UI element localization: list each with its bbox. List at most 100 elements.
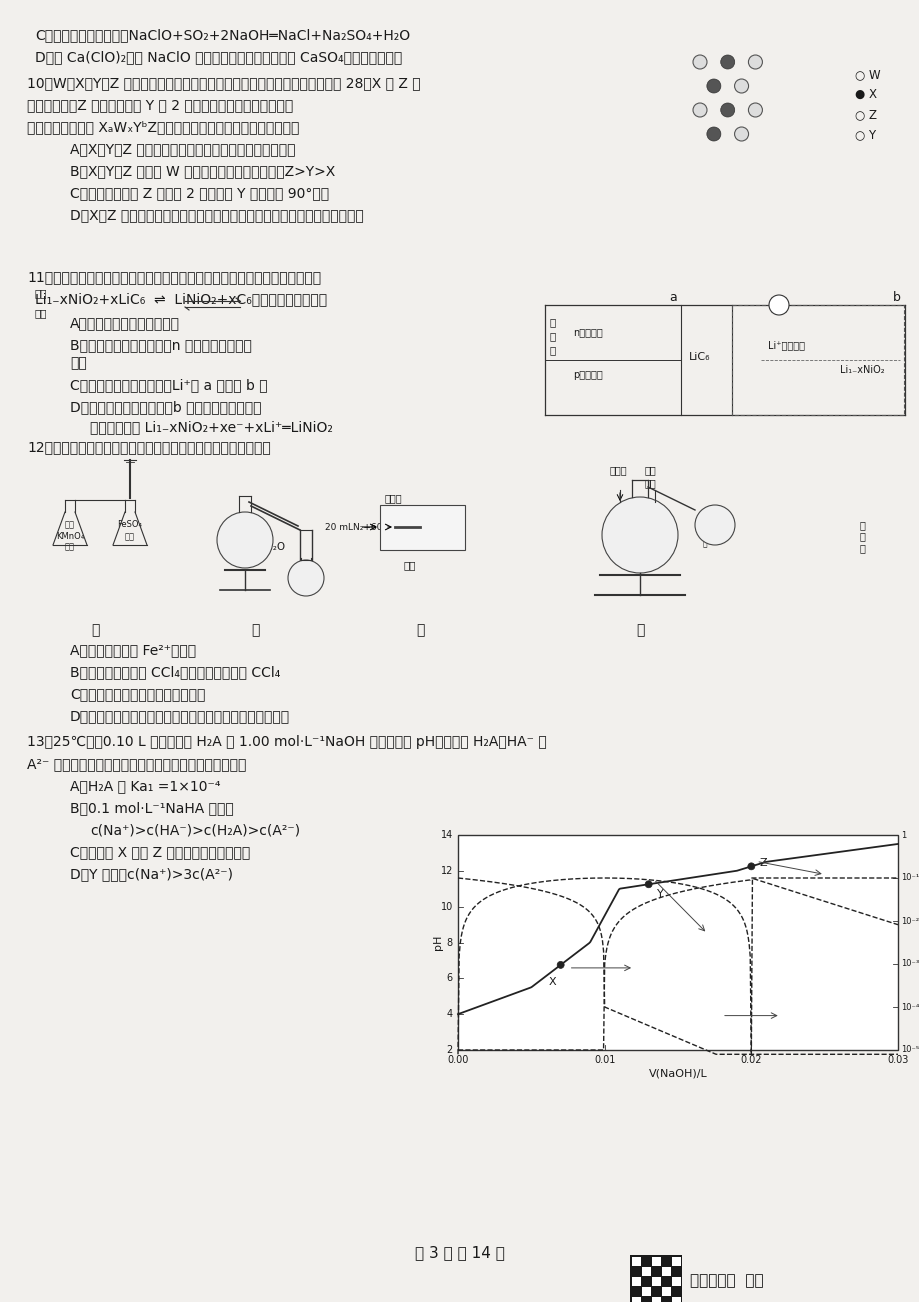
Text: A．X、Y、Z 的最高价氧化物对应的水化物酸性依次减弱: A．X、Y、Z 的最高价氧化物对应的水化物酸性依次减弱 <box>70 142 295 156</box>
Text: ○ W: ○ W <box>854 68 879 81</box>
Bar <box>652 1297 660 1302</box>
Text: 电极反应式为 Li₁₋xNiO₂+xe⁻+xLi⁺═LiNiO₂: 电极反应式为 Li₁₋xNiO₂+xe⁻+xLi⁺═LiNiO₂ <box>90 421 333 434</box>
Text: 0.00: 0.00 <box>447 1055 468 1065</box>
Text: 溶液: 溶液 <box>125 533 135 542</box>
Text: KMnO₄
溶液: KMnO₄ 溶液 <box>56 533 84 552</box>
Bar <box>652 1256 660 1266</box>
Text: 0.01: 0.01 <box>594 1055 615 1065</box>
Text: 干燥的pH试纸: 干燥的pH试纸 <box>422 518 460 527</box>
Text: FeSO₄: FeSO₄ <box>118 519 142 529</box>
Text: 10⁻¹: 10⁻¹ <box>900 874 918 883</box>
Circle shape <box>748 103 762 117</box>
Text: B．用乙装置从碘的 CCl₄溶液中分离并回收 CCl₄: B．用乙装置从碘的 CCl₄溶液中分离并回收 CCl₄ <box>70 665 280 680</box>
Text: LiC₆: LiC₆ <box>688 352 709 362</box>
Text: X: X <box>549 976 556 987</box>
Bar <box>641 1286 651 1295</box>
Text: 12．用下列装置进行实验，仪器选择正确且能达到实验目的的是: 12．用下列装置进行实验，仪器选择正确且能达到实验目的的是 <box>27 440 270 454</box>
Text: D．Y 点时，c(Na⁺)>3c(A²⁻): D．Y 点时，c(Na⁺)>3c(A²⁻) <box>70 867 233 881</box>
Circle shape <box>720 55 734 69</box>
Text: 铁丝绒: 铁丝绒 <box>384 493 403 503</box>
Text: 20 mLN₂+60 mLH₂: 20 mLN₂+60 mLH₂ <box>324 522 409 531</box>
Bar <box>458 835 897 1049</box>
Text: 10．W、X、Y、Z 为原子序数依次增大的短周期主族元素，其原子序数之和为 28，X 与 Z 位: 10．W、X、Y、Z 为原子序数依次增大的短周期主族元素，其原子序数之和为 28… <box>27 76 420 90</box>
Text: 8: 8 <box>447 937 452 948</box>
Circle shape <box>748 55 762 69</box>
Text: 0.03: 0.03 <box>886 1055 908 1065</box>
Bar <box>652 1277 660 1286</box>
Text: 第 3 页 共 14 页: 第 3 页 共 14 页 <box>414 1245 505 1260</box>
Circle shape <box>644 880 652 888</box>
Text: 10: 10 <box>440 902 452 911</box>
Text: 光: 光 <box>550 345 556 355</box>
Text: 10⁻³: 10⁻³ <box>900 960 918 969</box>
Text: 甲: 甲 <box>91 622 99 637</box>
Text: 二维平面功能材料 XₐWₓYᵇZ，其结构如图所示。下列说法正确的是: 二维平面功能材料 XₐWₓYᵇZ，其结构如图所示。下列说法正确的是 <box>27 120 299 134</box>
Circle shape <box>692 55 706 69</box>
Text: 2: 2 <box>447 1046 452 1055</box>
Text: 扫描全能王  创建: 扫描全能王 创建 <box>689 1273 763 1289</box>
Text: 10⁻⁴: 10⁻⁴ <box>900 1003 918 1012</box>
Bar <box>732 305 903 415</box>
Bar <box>641 1267 651 1276</box>
Bar <box>631 1297 641 1302</box>
Text: Li⁺传导介质: Li⁺传导介质 <box>767 340 804 350</box>
Text: D．用 Ca(ClO)₂代替 NaClO 脱硫效果更好，可生成难溶 CaSO₄有利于反应进行: D．用 Ca(ClO)₂代替 NaClO 脱硫效果更好，可生成难溶 CaSO₄有… <box>35 49 402 64</box>
Text: C．该功能材料中 Z 原子与 2 个相邻的 Y 原子形成 90°键角: C．该功能材料中 Z 原子与 2 个相邻的 Y 原子形成 90°键角 <box>70 186 329 201</box>
Circle shape <box>706 128 720 141</box>
Text: A．用甲装置测定 Fe²⁺的浓度: A．用甲装置测定 Fe²⁺的浓度 <box>70 643 196 658</box>
Circle shape <box>557 961 563 969</box>
Text: 正极: 正极 <box>70 355 86 370</box>
Bar <box>671 1256 680 1266</box>
Text: p型半导体: p型半导体 <box>573 370 602 380</box>
Text: Y: Y <box>656 889 663 900</box>
Text: C．反应釜中的总反应：NaClO+SO₂+2NaOH═NaCl+Na₂SO₄+H₂O: C．反应釜中的总反应：NaClO+SO₂+2NaOH═NaCl+Na₂SO₄+H… <box>35 29 410 42</box>
Text: ● X: ● X <box>854 89 876 102</box>
Text: c(Na⁺)>c(HA⁻)>c(H₂A)>c(A²⁻): c(Na⁺)>c(HA⁻)>c(H₂A)>c(A²⁻) <box>90 823 300 837</box>
Text: 混棉花: 混棉花 <box>609 465 627 475</box>
Text: 1: 1 <box>900 831 905 840</box>
Bar <box>631 1277 641 1286</box>
Text: C．溶液在 X 点和 Z 点时水的电离程度不同: C．溶液在 X 点和 Z 点时水的电离程度不同 <box>70 845 250 859</box>
Text: 13．25℃时，0.10 L 某二元弱酸 H₂A 用 1.00 mol·L⁻¹NaOH 溶液调节其 pH，溶液中 H₂A、HA⁻ 及: 13．25℃时，0.10 L 某二元弱酸 H₂A 用 1.00 mol·L⁻¹N… <box>27 736 546 749</box>
Circle shape <box>768 296 789 315</box>
Text: A²⁻ 的物质的量浓度变化如下图所示：下列说法错误的是: A²⁻ 的物质的量浓度变化如下图所示：下列说法错误的是 <box>27 756 246 771</box>
Bar <box>631 1256 641 1266</box>
Text: V(NaOH)/L: V(NaOH)/L <box>648 1068 707 1078</box>
Text: 加热: 加热 <box>403 560 415 570</box>
Text: 6: 6 <box>447 974 452 983</box>
Text: 12: 12 <box>440 866 452 876</box>
Text: 酸性: 酸性 <box>65 519 75 529</box>
Text: B．该锂离子电池充电时，n 型半导体作为电源: B．该锂离子电池充电时，n 型半导体作为电源 <box>70 339 252 352</box>
Text: 丙: 丙 <box>415 622 424 637</box>
Text: 太: 太 <box>550 316 556 327</box>
Text: A．该锂离子电池为二次电池: A．该锂离子电池为二次电池 <box>70 316 180 329</box>
Text: 放电: 放电 <box>35 288 48 298</box>
Text: D．X、Z 的最高价氧化物所含化学键类型相同，且化学键之间的键角也相等: D．X、Z 的最高价氧化物所含化学键类型相同，且化学键之间的键角也相等 <box>70 208 363 223</box>
Bar <box>380 505 464 549</box>
Text: ○ Z: ○ Z <box>854 108 876 121</box>
Text: H₂O: H₂O <box>265 542 285 552</box>
Text: n型半导体: n型半导体 <box>573 327 602 337</box>
Text: pH: pH <box>433 935 443 949</box>
Text: 4: 4 <box>447 1009 452 1019</box>
Bar <box>671 1277 680 1286</box>
Text: Li₁₋xNiO₂+xLiC₆  ⇌  LiNiO₂+xC₆。下列说法错误的是: Li₁₋xNiO₂+xLiC₆ ⇌ LiNiO₂+xC₆。下列说法错误的是 <box>35 292 327 306</box>
Text: b: b <box>892 292 900 303</box>
Text: Z: Z <box>758 858 766 868</box>
Text: a: a <box>668 292 676 303</box>
Text: 铁粉: 铁粉 <box>624 540 635 549</box>
Circle shape <box>720 103 734 117</box>
Circle shape <box>747 863 754 870</box>
Text: Li₁₋xNiO₂: Li₁₋xNiO₂ <box>839 365 884 375</box>
Text: 0.02: 0.02 <box>740 1055 761 1065</box>
Text: 10⁻²: 10⁻² <box>900 917 918 926</box>
Text: D．用丁装置进行铁与水蒸气的反应，点燃肥皂泡检验氢气: D．用丁装置进行铁与水蒸气的反应，点燃肥皂泡检验氢气 <box>70 710 289 723</box>
Text: B．0.1 mol·L⁻¹NaHA 溶液：: B．0.1 mol·L⁻¹NaHA 溶液： <box>70 801 233 815</box>
Text: 尾
气
泡: 尾 气 泡 <box>859 519 865 553</box>
Text: 14: 14 <box>440 829 452 840</box>
Bar <box>671 1297 680 1302</box>
Circle shape <box>733 128 748 141</box>
Text: 湿棉花: 湿棉花 <box>621 525 638 534</box>
Bar <box>662 1286 670 1295</box>
Text: 11．一种太阳能储能电池的工作原理如图所示，已知锂离子电池的总反应为：: 11．一种太阳能储能电池的工作原理如图所示，已知锂离子电池的总反应为： <box>27 270 321 284</box>
